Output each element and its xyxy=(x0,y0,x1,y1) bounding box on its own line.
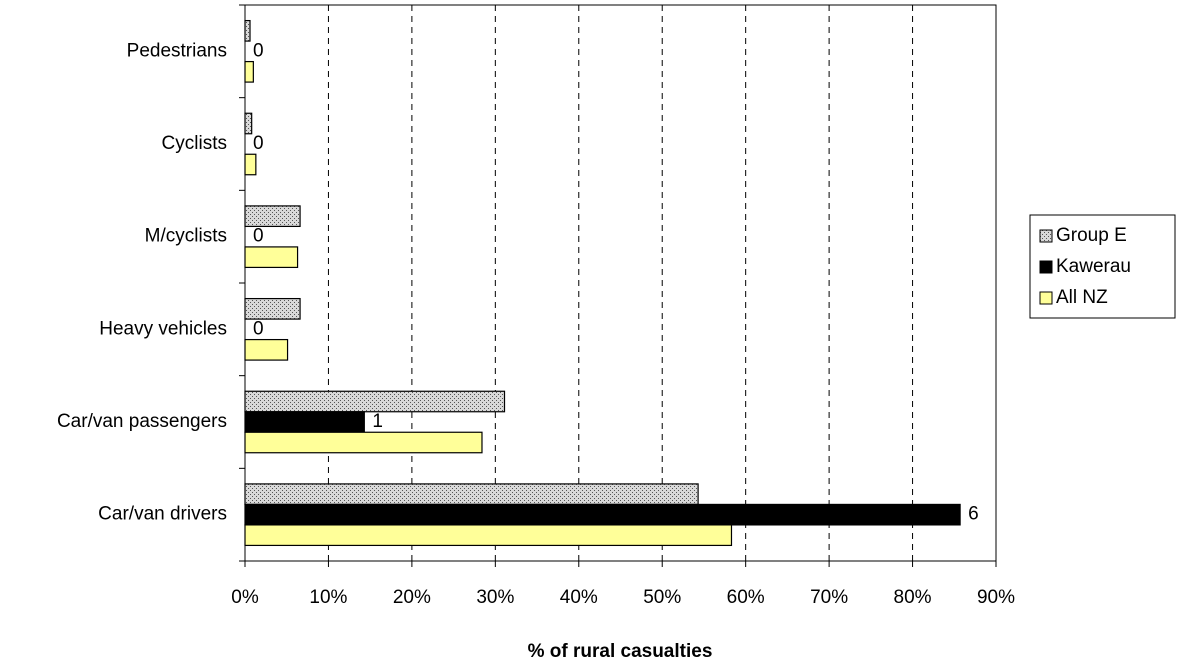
bar xyxy=(244,246,299,269)
legend-label: Kawerau xyxy=(1056,256,1131,277)
x-tick-label: 90% xyxy=(977,587,1015,608)
y-tick-label: Heavy vehicles xyxy=(99,318,227,339)
legend-box xyxy=(1029,214,1176,319)
x-axis-title: % of rural casualties xyxy=(528,641,713,662)
value-label: 6 xyxy=(968,504,979,525)
x-tick-label: 30% xyxy=(476,587,514,608)
bar xyxy=(244,390,506,413)
value-label: 0 xyxy=(253,40,264,61)
bar xyxy=(244,112,253,135)
value-label: 0 xyxy=(253,133,264,154)
y-tick-label: M/cyclists xyxy=(145,226,227,247)
x-tick-label: 20% xyxy=(393,587,431,608)
x-tick-label: 40% xyxy=(560,587,598,608)
plot-frame xyxy=(244,4,997,562)
x-tick-label: 80% xyxy=(894,587,932,608)
value-label: 1 xyxy=(372,411,383,432)
bar xyxy=(244,19,251,42)
legend-swatch xyxy=(1039,291,1053,305)
bar xyxy=(244,431,483,454)
value-label: 0 xyxy=(253,318,264,339)
bar xyxy=(244,503,961,526)
y-tick-label: Car/van passengers xyxy=(57,411,227,432)
bar xyxy=(244,153,257,176)
bar xyxy=(244,483,699,506)
bar xyxy=(244,338,289,361)
x-tick-label: 0% xyxy=(231,587,259,608)
x-tick-label: 10% xyxy=(309,587,347,608)
legend-swatch xyxy=(1039,229,1053,243)
bar xyxy=(244,524,733,547)
value-label: 0 xyxy=(253,226,264,247)
bar xyxy=(244,297,301,320)
legend-swatch xyxy=(1039,260,1053,274)
legend-label: All NZ xyxy=(1056,287,1108,308)
bar xyxy=(244,60,254,83)
x-tick-label: 60% xyxy=(727,587,765,608)
bar xyxy=(244,411,365,433)
x-tick-label: 70% xyxy=(810,587,848,608)
legend-label: Group E xyxy=(1056,225,1127,246)
bar xyxy=(244,205,301,228)
y-tick-label: Cyclists xyxy=(162,133,227,154)
y-tick-label: Car/van drivers xyxy=(98,504,227,525)
x-tick-label: 50% xyxy=(643,587,681,608)
y-tick-label: Pedestrians xyxy=(127,40,227,61)
